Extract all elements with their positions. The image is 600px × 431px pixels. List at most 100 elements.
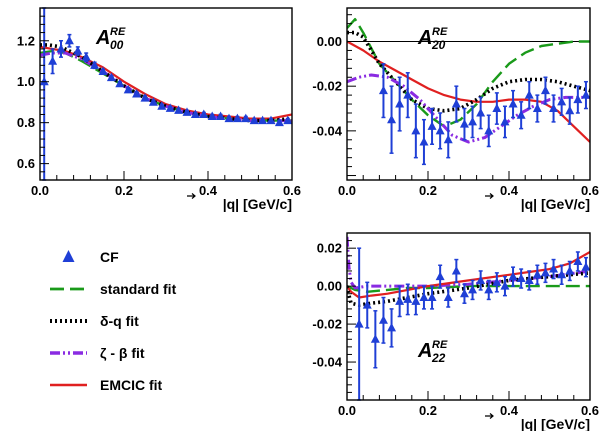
cf-point (73, 46, 83, 55)
legend-item-delta: δ-q fit (50, 313, 139, 329)
cf-point (370, 334, 380, 343)
series-standard-line (40, 49, 292, 122)
cf-point (411, 296, 421, 305)
x-tick-label: 0.2 (115, 183, 133, 198)
vector-arrow-icon (187, 193, 196, 199)
x-tick-label: 0.4 (500, 403, 519, 418)
x-tick-label: 0.2 (419, 183, 437, 198)
cf-point (419, 292, 429, 302)
y-tick-label: 1.2 (17, 33, 35, 48)
cf-point (549, 264, 559, 273)
cf-point (283, 115, 293, 125)
cf-point (508, 271, 518, 281)
cf-point (258, 115, 268, 125)
cf-point (182, 107, 192, 116)
cf-point (443, 292, 453, 302)
cf-point (378, 85, 388, 95)
legend-label: standard fit (100, 281, 177, 297)
cf-point (468, 284, 478, 294)
cf-point (132, 89, 142, 98)
cf-point (148, 97, 158, 106)
cf-point (419, 137, 429, 146)
cf-point (216, 111, 226, 121)
x-tick-label: 0.6 (283, 183, 301, 198)
cf-points (378, 63, 591, 166)
cf-point (492, 103, 502, 113)
axis-ticks (346, 232, 591, 401)
cf-point (249, 115, 259, 125)
cf-point (532, 269, 542, 279)
y-tick-label: 0.00 (317, 34, 342, 49)
x-tick-label: 0.4 (500, 183, 519, 198)
legend-label: CF (100, 249, 119, 265)
cf-point (540, 267, 550, 277)
cf-point (266, 115, 276, 125)
vector-arrow-icon (485, 193, 494, 199)
cf-point (224, 113, 234, 123)
cf-point (573, 256, 583, 265)
cf-points (354, 247, 591, 401)
x-axis-title: |q| [GeV/c] (521, 416, 590, 431)
cf-point (387, 322, 397, 332)
cf-point (476, 107, 486, 117)
cf-point (516, 273, 526, 283)
cf-point (395, 99, 405, 108)
cf-point (207, 111, 217, 121)
cf-point (468, 116, 478, 126)
cf-point (354, 319, 364, 328)
legend-item-emcic: EMCIC fit (50, 377, 163, 393)
cf-point (459, 119, 469, 128)
cf-point (157, 101, 167, 110)
cf-point (64, 35, 74, 45)
fit-curves (347, 18, 590, 144)
cf-point (524, 90, 534, 99)
x-tick-label: 0.6 (581, 403, 599, 418)
panel-a20: 0.0 0.2 0.4 0.6 -0.04 -0.02 0.00 |q| [GeV/c] A RE… (312, 7, 599, 212)
legend-label: ζ - β fit (100, 345, 145, 361)
cf-point (476, 275, 486, 284)
cf-point (199, 109, 209, 118)
series-delta-line (347, 271, 590, 307)
cf-point (387, 114, 397, 124)
plot-frame (39, 7, 293, 181)
panel-title-main: A (417, 340, 432, 362)
y-tick-label: -0.04 (312, 355, 342, 370)
series-delta-line (347, 30, 590, 113)
cf-point (411, 125, 421, 135)
y-tick-label: 0.6 (17, 156, 35, 171)
cf-point (362, 300, 372, 309)
cf-point (140, 93, 150, 102)
cf-point (540, 85, 550, 95)
cf-point (378, 315, 388, 324)
y-tick-label: -0.04 (312, 123, 342, 138)
cf-point (427, 121, 437, 130)
x-tick-label: 0.0 (338, 403, 356, 418)
panel-title-main: A (95, 27, 110, 49)
cf-point (115, 78, 125, 88)
vector-arrow-icon (485, 413, 494, 419)
x-tick-label: 0.2 (419, 403, 437, 418)
cf-point (56, 43, 66, 53)
y-tick-label: -0.02 (312, 79, 342, 94)
plot-frame (346, 7, 591, 181)
legend: CF standard fit δ-q fit ζ - β fit EMCIC fit (50, 249, 177, 393)
y-tick-label: 0.00 (317, 279, 342, 294)
panel-title-sup: RE (432, 26, 448, 38)
x-tick-label: 0.4 (199, 183, 218, 198)
cf-point (403, 294, 413, 303)
panel-title-sup: RE (432, 339, 448, 351)
x-axis-title: |q| [GeV/c] (223, 196, 292, 212)
cf-point (484, 284, 494, 294)
legend-marker (62, 250, 75, 262)
cf-point (443, 134, 453, 144)
legend-label: EMCIC fit (100, 377, 163, 393)
y-tick-label: -0.02 (312, 317, 342, 332)
x-tick-label: 0.0 (338, 183, 356, 198)
cf-point (174, 105, 184, 114)
series-emcic-line (347, 40, 590, 143)
cf-point (241, 113, 251, 123)
cf-point (165, 103, 175, 112)
y-tick-label: 0.8 (17, 115, 35, 130)
